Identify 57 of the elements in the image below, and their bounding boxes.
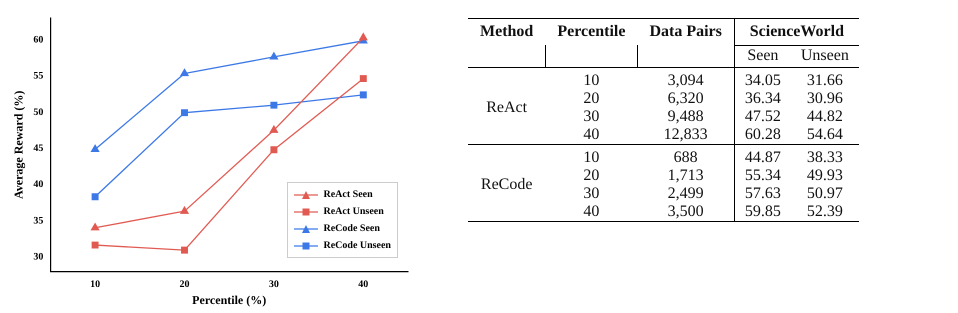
text: 38.33 (806, 149, 843, 166)
text: 2,499 (668, 185, 704, 202)
y-tick-label: 35 (33, 215, 44, 226)
x-axis-title: Percentile (%) (192, 292, 266, 307)
x-tick-label: 10 (90, 279, 100, 290)
text: 10 (583, 72, 600, 89)
text: 50.97 (806, 185, 843, 202)
y-tick-label: 50 (33, 106, 44, 118)
legend-label: ReCode Seen (324, 223, 380, 234)
x-tick-label: 40 (358, 279, 368, 290)
y-tick-label: 60 (33, 34, 44, 46)
legend-label: ReCode Unseen (324, 240, 391, 251)
text: 3,094 (668, 72, 704, 89)
text: 20 (583, 167, 600, 184)
text: 20 (583, 90, 600, 107)
x-tick-label: 20 (180, 279, 190, 290)
category-label: Percentile (556, 22, 626, 42)
text: 47.52 (744, 108, 781, 125)
x-tick-label: 30 (268, 279, 279, 290)
y-tick-label: 45 (33, 143, 44, 154)
y-tick-label: 30 (33, 252, 44, 263)
text: 44.82 (806, 108, 843, 125)
category-label: ReCode (480, 176, 532, 193)
category-label: 30 (583, 185, 600, 202)
text: 3,500 (668, 203, 704, 220)
y-tick-label: 55 (33, 70, 44, 82)
text: 1,713 (668, 167, 704, 184)
text: 55.34 (744, 167, 781, 184)
text: Method (479, 22, 534, 42)
text: 31.66 (806, 72, 843, 89)
text: 40 (583, 126, 600, 143)
text: 688 (674, 149, 698, 166)
text: 44.87 (744, 149, 781, 166)
legend-label: ReAct Unseen (324, 206, 384, 217)
text: 9,488 (668, 108, 704, 125)
text: 12,833 (664, 126, 708, 143)
text: 52.39 (806, 203, 843, 220)
category-label: Data Pairs (648, 22, 723, 42)
category-label: Unseen (800, 46, 850, 66)
y-axis-title: Average Reward (%) (11, 90, 26, 200)
y-tick-label: 40 (33, 179, 44, 190)
category-label: Seen (734, 45, 791, 68)
text: 36.34 (744, 90, 781, 107)
text: 34.05 (744, 72, 781, 89)
text: 30 (583, 108, 600, 125)
text: 49.93 (806, 167, 843, 184)
text: 30.96 (806, 90, 843, 107)
text: 60.28 (744, 126, 781, 143)
legend-label: ReAct Seen (324, 189, 373, 200)
category-label: ReAct (486, 99, 528, 116)
text: 6,320 (668, 90, 704, 107)
category-label: 40 (583, 203, 600, 220)
text: ScienceWorld (734, 18, 859, 45)
text: 54.64 (806, 126, 843, 143)
text: 57.63 (744, 185, 781, 202)
text: 10 (583, 149, 600, 166)
text: 59.85 (744, 203, 781, 220)
